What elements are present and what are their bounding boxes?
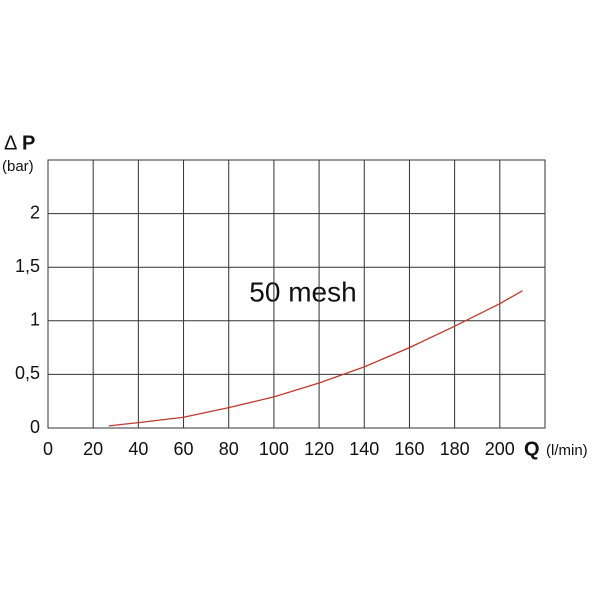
x-unit: (l/min) — [546, 442, 588, 459]
x-tick-label: 160 — [394, 439, 424, 459]
x-tick-label: 180 — [440, 439, 470, 459]
x-label: Q — [524, 438, 540, 460]
y-tick-label: 1,5 — [15, 256, 40, 276]
y-tick-label: 0,5 — [15, 363, 40, 383]
x-tick-label: 0 — [43, 439, 53, 459]
y-tick-label: 1 — [30, 310, 40, 330]
y-tick-label: 2 — [30, 202, 40, 222]
x-tick-label: 40 — [128, 439, 148, 459]
y-label: P — [22, 132, 35, 154]
x-tick-label: 20 — [83, 439, 103, 459]
y-unit: (bar) — [2, 158, 34, 175]
x-tick-label: 80 — [219, 439, 239, 459]
y-label-symbol: Δ — [4, 132, 17, 154]
x-tick-label: 100 — [259, 439, 289, 459]
x-tick-label: 140 — [349, 439, 379, 459]
y-tick-label: 0 — [30, 417, 40, 437]
x-tick-label: 120 — [304, 439, 334, 459]
x-tick-label: 60 — [174, 439, 194, 459]
annotation: 50 mesh — [249, 276, 356, 307]
data-line — [108, 290, 523, 427]
x-tick-label: 200 — [485, 439, 515, 459]
